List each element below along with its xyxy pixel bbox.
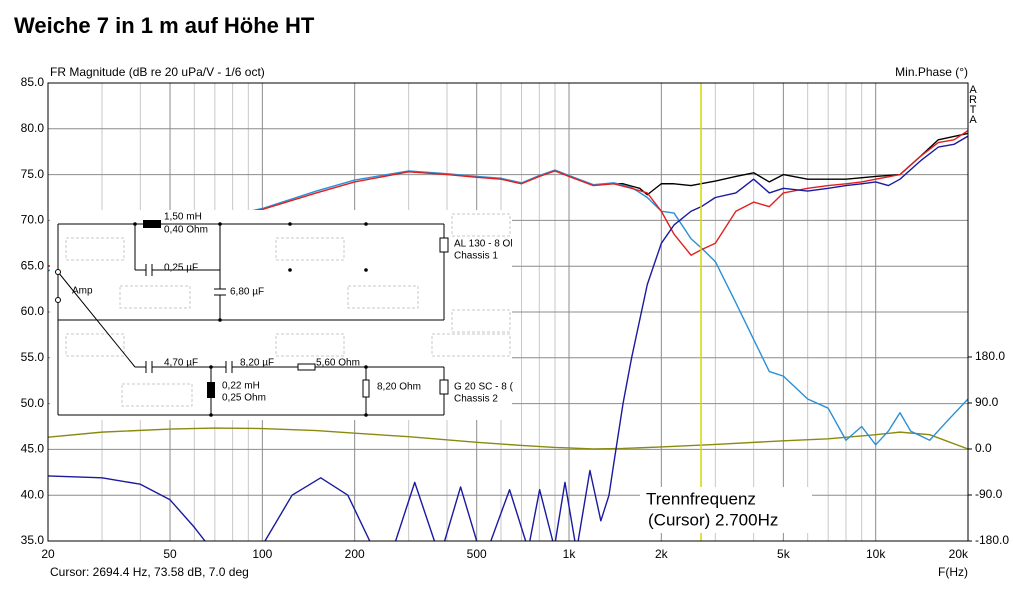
junction [364, 268, 368, 272]
brand-label: ARTA [967, 84, 979, 124]
schematic-bg [119, 285, 191, 309]
series-line [48, 427, 968, 450]
component-label: 0,22 mH [222, 381, 260, 392]
x-tick-label: 2k [655, 547, 669, 561]
component-label: G 20 SC - 8 ( [454, 382, 514, 393]
cursor-readout: Cursor: 2694.4 Hz, 73.58 dB, 7.0 deg [50, 565, 249, 579]
series-line [48, 135, 968, 541]
schematic-bg [121, 383, 193, 407]
component-label: 1,50 mH [164, 212, 202, 223]
x-tick-label: 10k [866, 547, 886, 561]
junction [209, 365, 213, 369]
y-tick-label: 35.0 [21, 533, 45, 547]
x-tick-label: 1k [563, 547, 577, 561]
capacitor-gap [226, 361, 232, 373]
schematic-panel [50, 210, 512, 420]
x-tick-label: 5k [777, 547, 791, 561]
component-label: 5,60 Ohm [316, 358, 360, 369]
x-axis-title: F(Hz) [938, 565, 968, 579]
y-tick-label: 45.0 [21, 442, 45, 456]
component-label: 8,20 µF [240, 358, 274, 369]
x-tick-label: 200 [345, 547, 365, 561]
component-label: Chassis 2 [454, 394, 498, 405]
annotation: Trennfrequenz [646, 489, 756, 508]
terminal [55, 297, 61, 303]
junction [218, 318, 222, 322]
junction [209, 413, 213, 417]
y-tick-label: 40.0 [21, 487, 45, 501]
component-label: Chassis 1 [454, 251, 498, 262]
speaker [439, 237, 449, 253]
series-line [48, 130, 968, 267]
speaker [439, 379, 449, 395]
y-axis-title: FR Magnitude (dB re 20 uPa/V - 1/6 oct) [50, 65, 265, 79]
y-tick-label: 75.0 [21, 167, 45, 181]
y2-axis-title: Min.Phase (°) [895, 65, 968, 79]
plot-area [48, 83, 968, 541]
resistor [297, 363, 316, 371]
capacitor-gap [146, 361, 152, 373]
y-tick-label: 65.0 [21, 258, 45, 272]
junction [364, 365, 368, 369]
junction [364, 222, 368, 226]
component-label: 6,80 µF [230, 287, 264, 298]
plot-frame [47, 82, 969, 542]
component-label: AL 130 - 8 Ol [454, 239, 513, 250]
annotation: (Cursor) 2.700Hz [648, 510, 778, 529]
y-tick-label: 70.0 [21, 213, 45, 227]
resistor [362, 379, 370, 398]
capacitor-gap [214, 289, 226, 295]
y-tick-label: 60.0 [21, 304, 45, 318]
component-label: 0,40 Ohm [164, 225, 208, 236]
junction [288, 268, 292, 272]
component-label: Amp [72, 286, 93, 297]
junction [218, 222, 222, 226]
junction [133, 222, 137, 226]
y-tick-label: 55.0 [21, 350, 45, 364]
y2-tick-label: -180.0 [975, 533, 1009, 547]
y-tick-label: 85.0 [21, 75, 45, 89]
schematic-bg [347, 285, 419, 309]
x-tick-label: 20k [949, 547, 969, 561]
y2-tick-label: -90.0 [975, 487, 1003, 501]
x-tick-label: 50 [163, 547, 177, 561]
component-label: 8,20 Ohm [377, 382, 421, 393]
crossover-schematic: 1,50 mH 0,40 Ohm 0,25 µF 6,80 µF AL 130 … [50, 210, 514, 420]
y2-tick-label: 0.0 [975, 441, 992, 455]
component-label: 0,25 Ohm [222, 393, 266, 404]
component-label: 0,25 µF [164, 263, 198, 274]
x-tick-label: 20 [41, 547, 55, 561]
junction [288, 222, 292, 226]
chart-title: Weiche 7 in 1 m auf Höhe HT [14, 13, 315, 38]
inductor [143, 220, 161, 228]
y2-tick-label: 180.0 [975, 349, 1005, 363]
x-tick-label: 100 [252, 547, 272, 561]
series-line [48, 169, 968, 446]
annotation-box [640, 487, 812, 533]
wire [57, 271, 136, 368]
inductor [207, 382, 215, 398]
junction [364, 413, 368, 417]
terminal [55, 269, 61, 275]
y2-tick-label: 90.0 [975, 395, 999, 409]
capacitor-gap [145, 263, 153, 277]
y-tick-label: 50.0 [21, 396, 45, 410]
y-tick-label: 80.0 [21, 121, 45, 135]
component-label: 4,70 µF [164, 358, 198, 369]
x-tick-label: 500 [467, 547, 487, 561]
